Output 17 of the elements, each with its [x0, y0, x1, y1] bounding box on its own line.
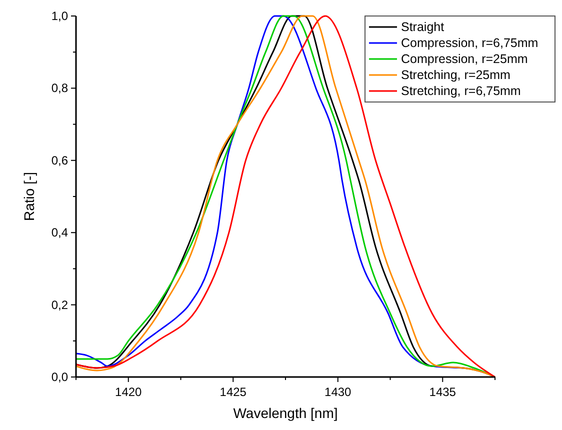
x-axis-title: Wavelength [nm]: [233, 405, 338, 421]
y-tick-label: 0,0: [51, 370, 68, 384]
y-tick-label: 1,0: [51, 9, 68, 23]
legend-label: Stretching, r=25mm: [401, 68, 510, 82]
legend-label: Compression, r=6,75mm: [401, 36, 538, 50]
x-tick-label: 1435: [429, 385, 456, 399]
x-tick-label: 1425: [220, 385, 247, 399]
legend-label: Stretching, r=6,75mm: [401, 84, 521, 98]
y-tick-label: 0,8: [51, 81, 68, 96]
y-tick-label: 0,6: [51, 153, 68, 168]
y-tick-label: 0,2: [51, 298, 68, 312]
legend-label: Straight: [401, 20, 445, 34]
y-tick-label: 0,4: [51, 226, 68, 240]
x-tick-label: 1430: [324, 385, 352, 399]
legend-label: Compression, r=25mm: [401, 52, 528, 66]
y-axis-title: Ratio [-]: [21, 172, 37, 222]
x-tick-label: 1420: [115, 385, 142, 399]
